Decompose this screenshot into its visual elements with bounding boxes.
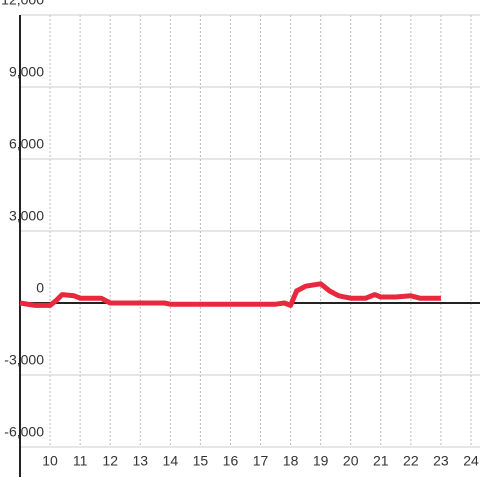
x-tick-label: 13	[132, 453, 148, 469]
y-tick-label: -3,000	[4, 352, 44, 368]
y-tick-label: 6,000	[9, 136, 44, 152]
y-tick-label: -6,000	[4, 424, 44, 440]
x-tick-label: 17	[253, 453, 269, 469]
x-tick-label: 15	[193, 453, 209, 469]
x-tick-label: 10	[42, 453, 58, 469]
x-tick-label: 12	[102, 453, 118, 469]
x-tick-label: 16	[223, 453, 239, 469]
data-line	[19, 281, 441, 308]
y-tick-label: 12,000	[1, 0, 44, 8]
x-tick-label: 23	[433, 453, 449, 469]
x-tick-label: 11	[73, 453, 88, 469]
x-tick-label: 24	[463, 453, 479, 469]
x-tick-label: 20	[343, 453, 359, 469]
x-tick-label: 19	[313, 453, 329, 469]
y-tick-label: 0	[36, 280, 44, 296]
x-tick-label: 21	[373, 453, 389, 469]
x-tick-label: 14	[163, 453, 179, 469]
y-tick-label: 3,000	[9, 208, 44, 224]
y-tick-label: 9,000	[9, 64, 44, 80]
x-tick-label: 18	[283, 453, 299, 469]
x-tick-label: 22	[403, 453, 419, 469]
